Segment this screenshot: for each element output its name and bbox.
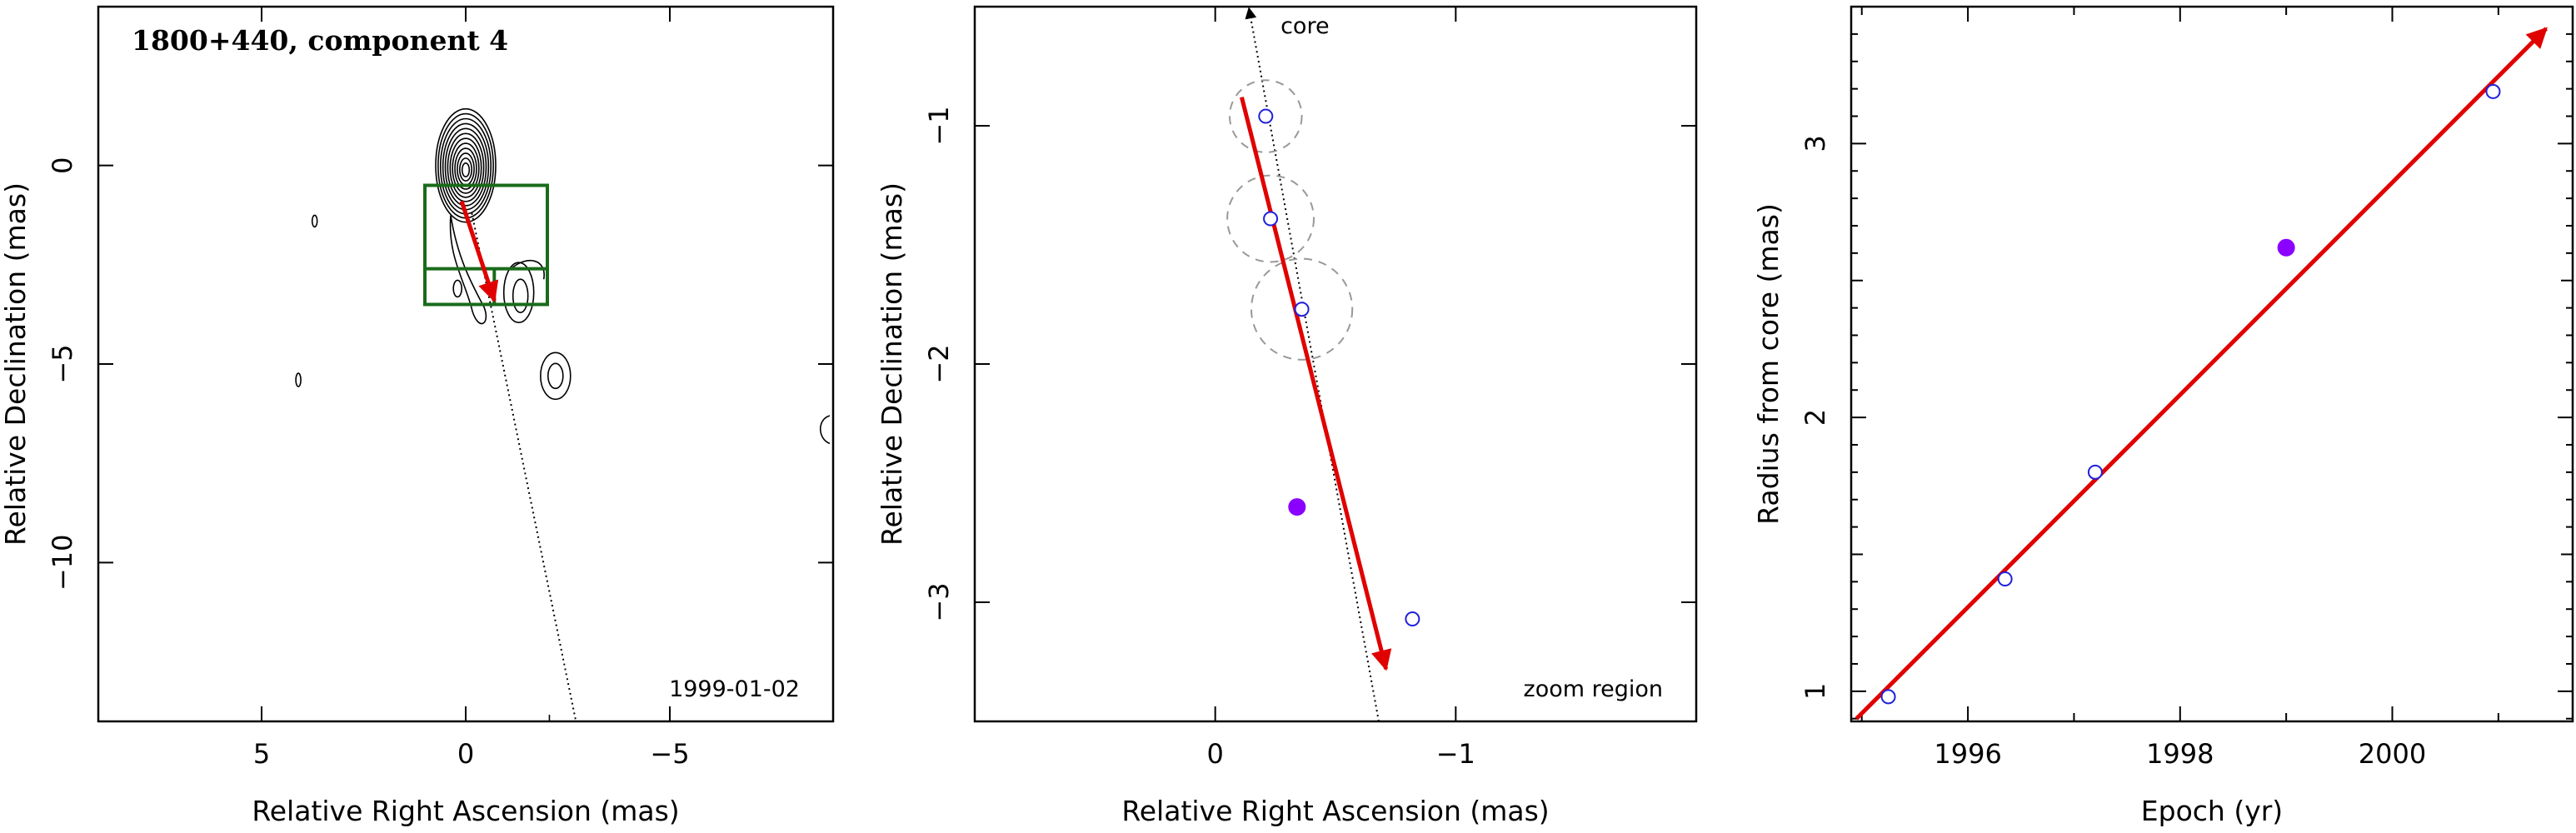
- x-tick-label: 5: [253, 738, 270, 770]
- component-size-circle: [1250, 257, 1354, 361]
- contour-blob: [452, 279, 463, 298]
- data-point-filled: [2277, 238, 2295, 257]
- contour-knot: [539, 352, 572, 401]
- panel-radius-vs-epoch: 1996 1998 2000 1 2 3 Epoch (yr) Radius from cor…: [1752, 5, 2574, 827]
- core-label: core: [1281, 13, 1329, 39]
- panel-contour-map: 5 0 −5 0 −5 −10 Relative Right Ascension (mas)…: [0, 5, 835, 827]
- contour-blob: [311, 214, 318, 228]
- component-size-circle: [1226, 174, 1315, 263]
- x-axis-label: Relative Right Ascension (mas): [252, 795, 679, 827]
- data-point-open: [1880, 689, 1896, 705]
- y-tick-label: −1: [923, 106, 955, 145]
- contour-core: [461, 162, 471, 177]
- contour-core: [444, 127, 487, 207]
- y-tick-label: 1: [1800, 683, 1831, 700]
- contour-core: [449, 137, 482, 198]
- data-point-open: [2087, 464, 2103, 480]
- fit-line-arrow: [1855, 27, 2548, 721]
- y-tick-label: −10: [47, 535, 78, 591]
- contour-edge: [819, 415, 831, 445]
- contour-core: [447, 132, 485, 202]
- data-point-open: [1263, 211, 1279, 227]
- y-axis-label: Radius from core (mas): [1752, 203, 1785, 525]
- y-tick-label: −5: [47, 344, 78, 383]
- data-point-open: [1405, 611, 1420, 627]
- y-tick-label: 2: [1800, 409, 1831, 426]
- contour-knot: [547, 362, 564, 390]
- motion-vector-arrow: [1239, 97, 1392, 671]
- x-axis-label: Relative Right Ascension (mas): [1121, 795, 1549, 827]
- contour-knot: [502, 262, 535, 324]
- y-tick-label: 0: [47, 157, 78, 173]
- data-point-filled: [1288, 498, 1306, 516]
- x-axis-label: Epoch (yr): [2141, 795, 2283, 827]
- ridge-line: [471, 212, 577, 722]
- y-tick-label: 3: [1800, 135, 1831, 152]
- x-tick-label: 0: [1206, 738, 1223, 770]
- zoom-box: [423, 183, 549, 307]
- data-point-open: [1294, 302, 1310, 317]
- plot-frame: [1850, 5, 2574, 723]
- epoch-annotation: 1999-01-02: [669, 676, 800, 702]
- ridge-line: [1245, 7, 1380, 722]
- y-axis-label: Relative Declination (mas): [0, 182, 32, 546]
- contour-core: [452, 142, 480, 194]
- contour-core: [458, 157, 472, 182]
- x-tick-label: 0: [457, 738, 474, 770]
- data-point-open: [2485, 83, 2501, 99]
- y-tick-label: −3: [923, 582, 955, 621]
- x-tick-label: −5: [650, 738, 689, 770]
- data-point-open: [1258, 108, 1274, 124]
- panel-zoom-region: 0 −1 −1 −2 −3 Relative Right Ascension (mas) R…: [876, 5, 1698, 827]
- contour-knot: [510, 260, 545, 280]
- zoom-region-annotation: zoom region: [1524, 676, 1663, 702]
- x-tick-label: −1: [1436, 738, 1475, 770]
- x-tick-label: 1996: [1934, 738, 2001, 770]
- contour-blob: [295, 372, 302, 387]
- y-axis-label: Relative Declination (mas): [876, 182, 908, 546]
- contour-core: [437, 112, 494, 219]
- data-point-open: [1997, 571, 2013, 587]
- y-tick-label: −2: [923, 344, 955, 383]
- contour-core: [435, 107, 497, 223]
- x-tick-label: 2000: [2359, 738, 2426, 770]
- plot-frame: [973, 5, 1698, 723]
- contour-knot: [512, 278, 529, 314]
- motion-vector-arrow: [459, 200, 499, 303]
- panel-title: 1800+440, component 4: [132, 24, 508, 57]
- component-size-circle: [1228, 79, 1303, 153]
- contour-core: [454, 147, 477, 190]
- contour-jet: [449, 215, 487, 325]
- x-tick-label: 1998: [2146, 738, 2214, 770]
